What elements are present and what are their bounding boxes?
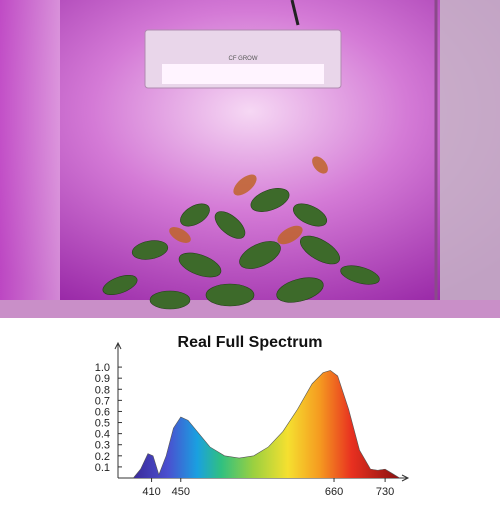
y-tick-label: 1.0 xyxy=(95,362,110,374)
x-tick-label: 730 xyxy=(376,486,394,498)
y-tick-label: 0.4 xyxy=(95,429,110,441)
y-tick-label: 0.9 xyxy=(95,373,110,385)
y-tick-label: 0.6 xyxy=(95,406,110,418)
photo: CF GROW xyxy=(0,0,500,318)
y-tick-label: 0.1 xyxy=(95,462,110,474)
y-tick-label: 0.2 xyxy=(95,451,110,463)
x-tick-label: 450 xyxy=(172,486,190,498)
spectrum-area xyxy=(133,370,400,478)
x-axis-arrow xyxy=(401,474,410,482)
x-tick-label: 660 xyxy=(325,486,343,498)
brand-label: CF GROW xyxy=(229,56,258,62)
y-tick-label: 0.8 xyxy=(95,384,110,396)
chart-title: Real Full Spectrum xyxy=(178,334,323,351)
chart: 0.10.20.30.40.50.60.70.80.91.0 410 450 660 7… xyxy=(95,341,410,498)
y-tick-label: 0.5 xyxy=(95,418,110,430)
y-tick-label: 0.7 xyxy=(95,395,110,407)
spectrum-line xyxy=(133,370,400,479)
x-tick-label: 410 xyxy=(142,486,160,498)
y-axis-arrow xyxy=(114,341,122,350)
y-tick-label: 0.3 xyxy=(95,440,110,452)
